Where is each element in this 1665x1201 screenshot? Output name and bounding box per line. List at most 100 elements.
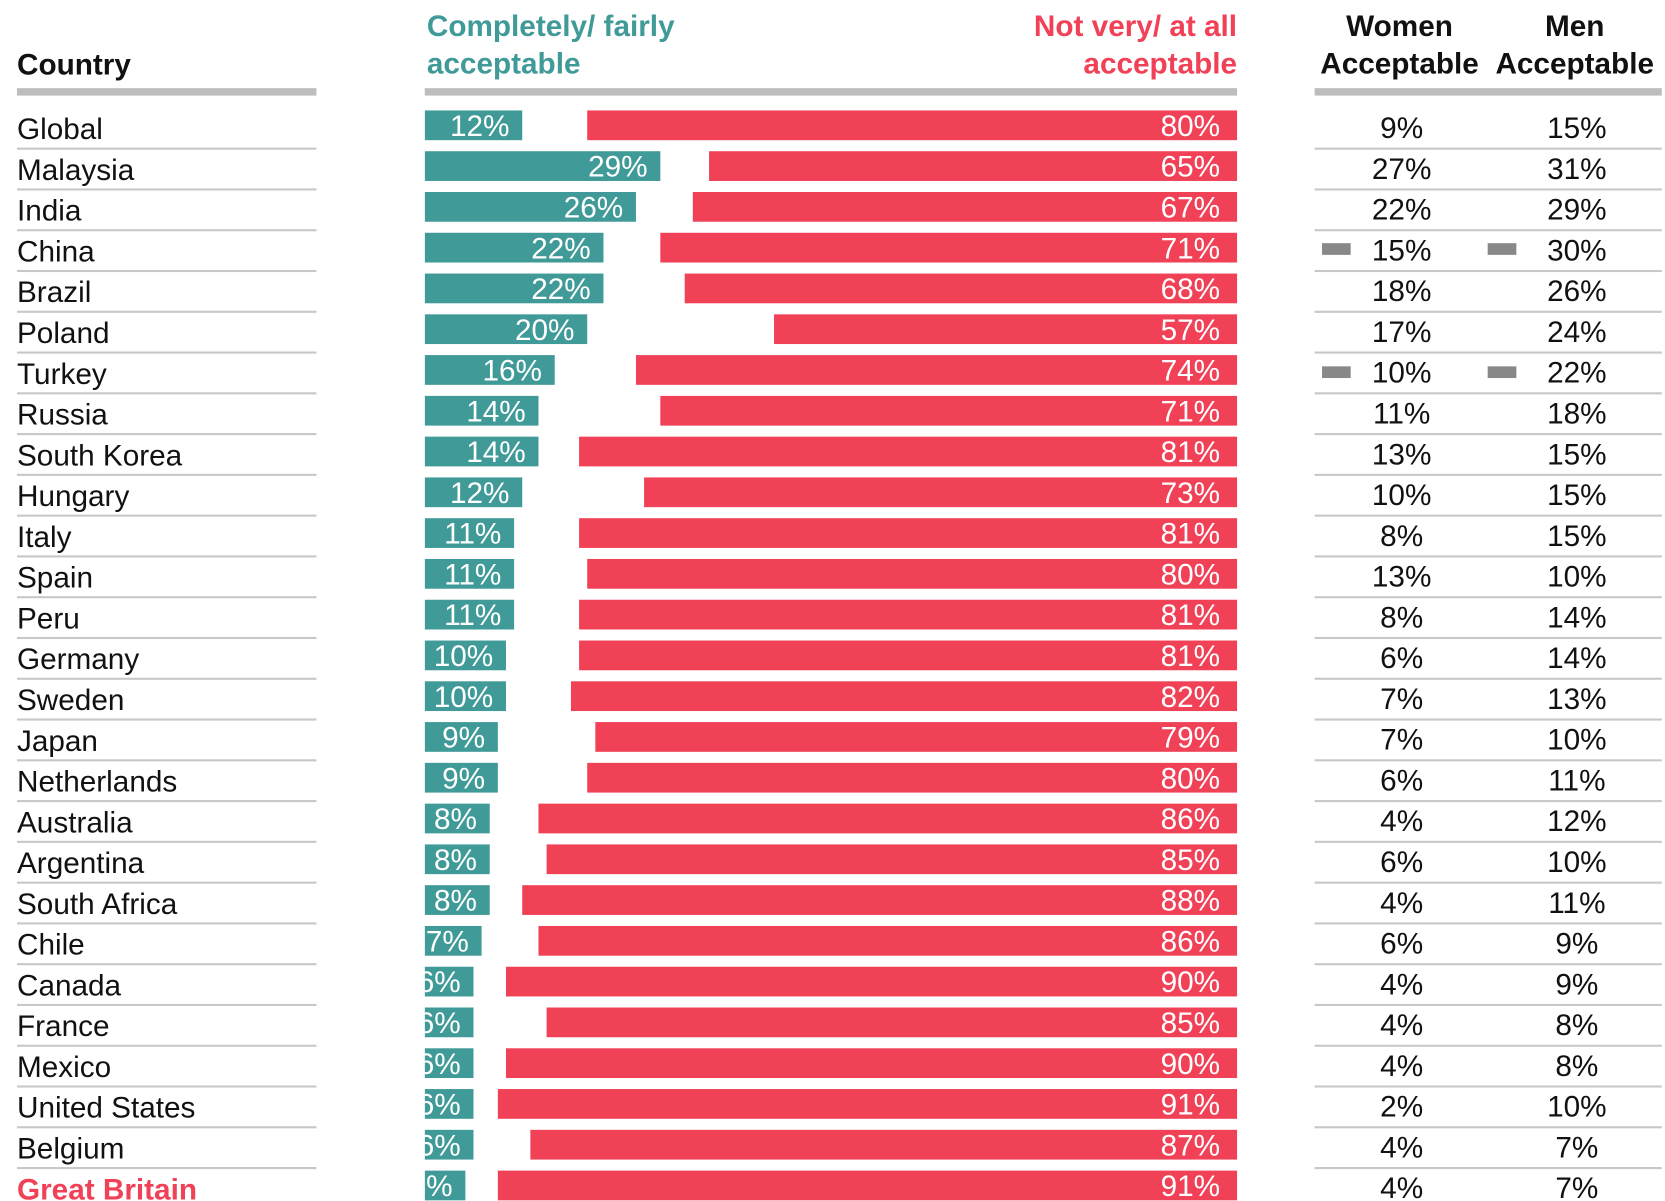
bar [424,314,588,345]
value-label: 8% [434,885,477,918]
row-rule [16,351,317,354]
row-rule [1314,555,1662,558]
category-label: Peru [17,602,80,635]
bar [424,1007,474,1038]
table-cell: 11% [1548,764,1605,797]
bar [579,518,1238,548]
category-label: India [17,195,82,228]
category-label: Australia [17,806,133,839]
table-cell: 10% [1547,846,1606,879]
bar [522,885,1238,915]
row-rule [1314,840,1662,843]
table-cell: 4% [1380,887,1423,920]
row-rule [16,433,317,436]
value-label: 80% [1161,762,1220,795]
value-label: 10% [434,681,493,714]
value-label: 81% [1161,518,1220,551]
value-label: 57% [1161,314,1220,347]
table-cell: 11% [1373,397,1430,430]
row-rule [1314,759,1662,762]
bar [709,151,1238,181]
table-cell: 12% [1547,805,1606,838]
row-rule [1314,963,1662,966]
category-label: Mexico [17,1051,111,1084]
row-rule [1314,310,1662,313]
category-label: Sweden [17,684,124,717]
category-label: Spain [17,562,93,595]
table-cell: 8% [1555,1050,1598,1083]
bar [774,314,1238,345]
bar [424,558,515,589]
table-cell: 10% [1547,724,1606,757]
row-rule [1314,881,1662,884]
bar [424,477,523,508]
row-rule [1314,147,1662,150]
bar [424,640,506,671]
row-rule [16,881,317,884]
table-cell: 14% [1547,642,1606,675]
value-label: 71% [1161,232,1220,265]
row-rule [1314,473,1662,476]
bar [424,925,482,956]
marker [1487,366,1517,379]
bar [424,518,515,548]
table-cell: 18% [1372,275,1431,308]
category-label: Germany [17,643,139,676]
row-rule [1314,1003,1662,1007]
column-header: Men [1545,10,1604,43]
bar [505,966,1238,997]
row-rule [1314,636,1662,640]
table-cell: 6% [1380,846,1423,879]
row-rule [16,1044,317,1047]
value-label: 85% [1161,844,1220,877]
row-rule [16,1003,317,1007]
bars: 12% 80% 29% 65% 26% 67% 22% 71% 22% 68% 20% 57% 16% 7… [410,110,1238,1201]
row-rule [1314,677,1662,680]
table-cell: 15% [1547,112,1606,145]
table-cell: 10% [1547,1091,1606,1124]
bar [587,110,1238,141]
value-label: 91% [1161,1170,1220,1201]
category-label: Italy [17,521,72,554]
column-title: Country [17,48,131,81]
row-rule [16,188,317,191]
table-cell: 4% [1380,968,1423,1001]
value-label: 22% [531,273,590,306]
value-label: 5% [410,1170,453,1201]
category-label: Hungary [17,480,129,513]
table-cell: 30% [1547,234,1606,267]
bar [424,803,490,834]
value-label: 8% [434,803,477,836]
value-label: 12% [450,110,509,143]
row-rule [1314,1126,1662,1129]
bar [546,844,1238,875]
bar [538,925,1238,956]
table-cell: 13% [1372,438,1431,471]
category-label: China [17,235,95,268]
row-rule [1314,229,1662,232]
bar [587,762,1238,793]
value-label: 68% [1161,273,1220,306]
table-cell: 2% [1380,1091,1423,1124]
marker [1487,243,1517,255]
table-cell: 7% [1380,683,1423,716]
category-label: Global [17,113,103,146]
value-label: 65% [1161,151,1220,184]
bar [424,395,539,426]
row-rule [1314,1085,1662,1088]
table-cell: 10% [1547,561,1606,594]
category-label: Brazil [17,276,91,309]
bar [424,844,490,875]
table-cell: 7% [1555,1172,1598,1201]
bar [644,477,1238,508]
bar [497,1089,1238,1119]
bar [424,885,490,915]
bar [424,232,604,263]
row-rule [16,473,317,476]
table-cell: 6% [1380,764,1423,797]
bar [684,273,1238,304]
legend-label: acceptable [1083,47,1237,80]
row-rule [1314,718,1662,721]
value-label: 90% [1161,966,1220,999]
value-label: 86% [1161,925,1220,958]
